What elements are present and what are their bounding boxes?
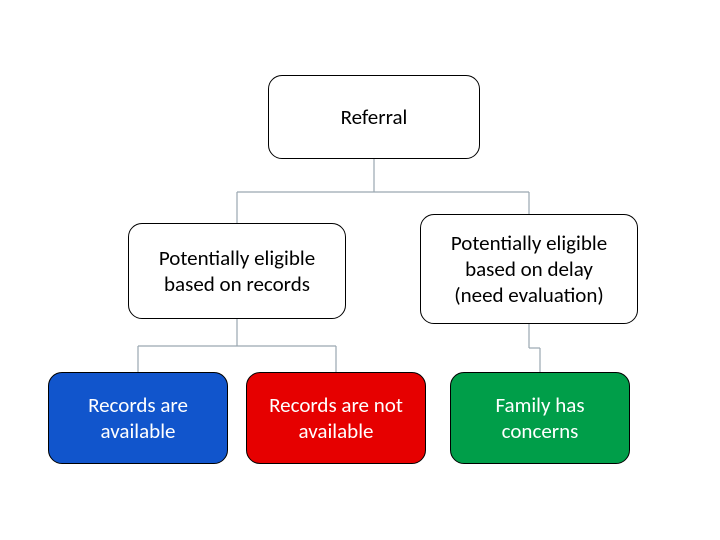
node-leaf2-line2: available	[299, 418, 374, 444]
node-left-line2: based on records	[164, 271, 310, 297]
node-leaf1-line1: Records are	[88, 392, 188, 418]
node-leaf3-line1: Family has	[495, 392, 584, 418]
node-leaf3-line2: concerns	[502, 418, 579, 444]
node-records-not-available: Records are not available	[246, 372, 426, 464]
node-right-line1: Potentially eligible	[451, 230, 607, 256]
node-family-concerns: Family has concerns	[450, 372, 630, 464]
node-referral-label: Referral	[341, 104, 408, 130]
node-leaf2-line1: Records are not	[269, 392, 403, 418]
node-right-line2: based on delay	[465, 256, 593, 282]
node-potentially-eligible-records: Potentially eligible based on records	[128, 223, 346, 319]
node-leaf1-line2: available	[101, 418, 176, 444]
node-left-line1: Potentially eligible	[159, 245, 315, 271]
node-potentially-eligible-delay: Potentially eligible based on delay (nee…	[420, 214, 638, 324]
node-referral: Referral	[268, 75, 480, 159]
node-records-available: Records are available	[48, 372, 228, 464]
node-right-line3: (need evaluation)	[454, 282, 604, 308]
